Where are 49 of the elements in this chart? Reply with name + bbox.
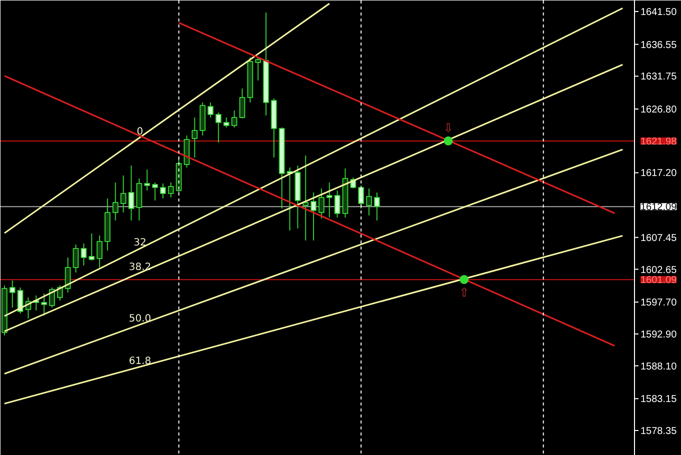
candlestick <box>152 182 158 201</box>
series-label: 61.8 <box>128 356 152 367</box>
candlestick <box>144 168 150 192</box>
candlestick <box>334 190 340 218</box>
y-tick-label: 1641.50 <box>640 7 678 18</box>
candlestick <box>302 154 309 241</box>
candlestick <box>310 192 316 241</box>
y-tick-label: 1617.20 <box>640 168 678 180</box>
candlestick <box>128 165 134 222</box>
y-tick-label: 1583.15 <box>640 394 678 406</box>
candlestick <box>223 116 230 128</box>
candlestick <box>49 287 55 308</box>
y-tick-label: 1631.75 <box>640 72 678 83</box>
candlestick <box>112 182 118 222</box>
y-tick-label: 1636.55 <box>640 40 678 51</box>
y-tick-label: 1602.65 <box>640 264 678 276</box>
candlestick <box>255 56 262 82</box>
annotation: ⇩ <box>443 120 454 135</box>
candlestick <box>366 188 372 216</box>
candlestick <box>41 292 48 316</box>
y-tick-label: 1578.35 <box>640 426 678 437</box>
series-label: 38.2 <box>128 262 152 273</box>
candlestick <box>192 116 198 158</box>
candlestick <box>17 287 24 314</box>
series-label: 50.0 <box>128 314 152 325</box>
candlestick <box>96 234 103 268</box>
candlestick <box>318 188 324 220</box>
candlestick <box>88 233 95 262</box>
candlestick <box>326 182 332 218</box>
series-label: 32 <box>134 238 146 249</box>
candlestick <box>231 110 238 128</box>
candlestick <box>72 244 79 274</box>
candlestick <box>215 112 222 143</box>
candlestick <box>374 192 380 222</box>
candlestick <box>208 102 214 118</box>
y-tick-label: 1597.70 <box>640 298 678 309</box>
y-tick-label: 1607.45 <box>640 232 678 244</box>
candlestick <box>80 242 87 266</box>
y-tick-label: 1588.10 <box>640 361 678 372</box>
candlestick <box>9 280 16 308</box>
candlestick <box>64 257 71 293</box>
candlestick <box>239 88 246 119</box>
candlestick <box>160 182 166 199</box>
series-label: 0 <box>136 126 144 138</box>
y-tick-label: 1592.90 <box>640 329 678 340</box>
candlestick <box>120 175 126 213</box>
candlestick <box>168 182 174 198</box>
annotation: ⇧ <box>459 286 470 300</box>
y-tick-label: 1626.80 <box>640 104 678 116</box>
